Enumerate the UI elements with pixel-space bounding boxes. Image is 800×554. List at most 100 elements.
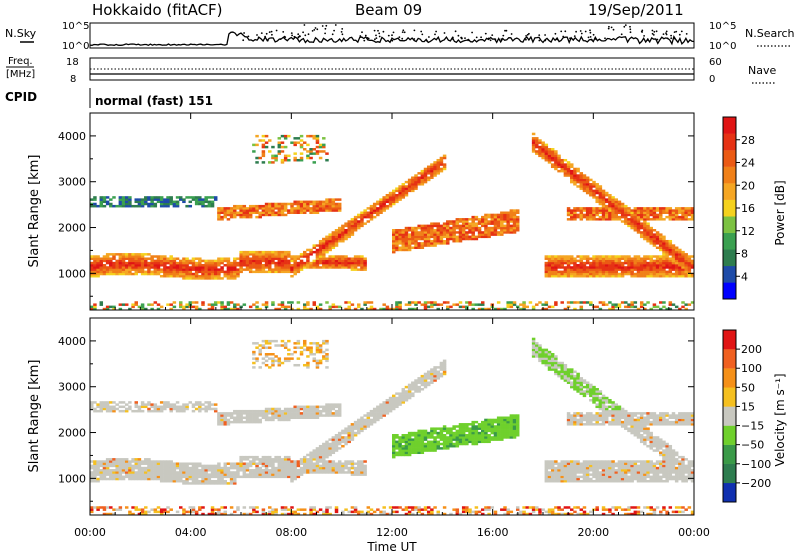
heatmap-cell (455, 224, 460, 228)
heatmap-cell (531, 307, 536, 311)
heatmap-cell (271, 211, 275, 214)
heatmap-cell (630, 259, 634, 263)
heatmap-cell (398, 235, 402, 239)
heatmap-cell (137, 409, 142, 413)
heatmap-cell (407, 180, 412, 184)
heatmap-cell (315, 307, 320, 311)
heatmap-cell (264, 270, 269, 274)
heatmap-cell (147, 464, 151, 468)
heatmap-cell (589, 303, 593, 306)
heatmap-cell (595, 213, 599, 217)
heatmap-cell (220, 506, 224, 509)
heatmap-cell (233, 274, 237, 278)
heatmap-cell (261, 460, 266, 463)
heatmap-cell (503, 224, 507, 228)
heatmap-cell (372, 207, 377, 210)
heatmap-cell (233, 466, 237, 470)
nsearch-point (428, 36, 430, 38)
heatmap-cell (252, 418, 256, 422)
heatmap-cell (493, 222, 498, 225)
heatmap-cell (150, 196, 154, 199)
heatmap-cell (280, 257, 285, 260)
heatmap-cell (662, 246, 666, 250)
heatmap-cell (188, 466, 193, 470)
heatmap-cell (217, 510, 221, 514)
heatmap-cell (566, 163, 571, 166)
heatmap-cell (252, 204, 256, 208)
heatmap-cell (217, 261, 221, 265)
heatmap-cell (102, 204, 107, 208)
heatmap-cell (163, 471, 167, 474)
heatmap-cell (474, 224, 479, 228)
heatmap-cell (163, 473, 167, 476)
heatmap-cell (99, 200, 104, 204)
heatmap-cell (627, 218, 631, 221)
heatmap-cell (236, 207, 240, 210)
heatmap-cell (325, 466, 329, 470)
heatmap-cell (287, 266, 291, 269)
heatmap-cell (306, 466, 310, 470)
heatmap-cell (636, 229, 641, 232)
heatmap-cell (185, 264, 189, 267)
heatmap-cell (179, 405, 183, 409)
heatmap-cell (620, 204, 625, 208)
heatmap-cell (678, 268, 682, 271)
heatmap-cell (668, 266, 673, 269)
heatmap-cell (252, 209, 256, 212)
heatmap-cell (671, 211, 676, 214)
heatmap-cell (268, 418, 272, 422)
heatmap-cell (109, 261, 113, 265)
heatmap-cell (426, 226, 431, 230)
nsearch-point (554, 32, 557, 35)
heatmap-cell (277, 414, 282, 417)
heatmap-cell (140, 257, 145, 260)
heatmap-cell (392, 444, 396, 448)
heatmap-cell (325, 464, 329, 468)
heatmap-cell (163, 274, 167, 278)
heatmap-cell (550, 163, 555, 166)
heatmap-cell (570, 257, 574, 260)
heatmap-cell (614, 215, 619, 219)
heatmap-cell (182, 403, 186, 406)
heatmap-cell (115, 469, 119, 472)
heatmap-cell (611, 274, 615, 278)
heatmap-cell (611, 264, 615, 267)
heatmap-cell (217, 482, 221, 485)
heatmap-cell (258, 353, 262, 356)
heatmap-cell (395, 200, 399, 204)
heatmap-cell (191, 272, 196, 276)
heatmap-cell (134, 204, 138, 208)
heatmap-cell (242, 207, 247, 210)
heatmap-cell (395, 451, 399, 455)
heatmap-cell (90, 272, 94, 276)
heatmap-cell (681, 207, 685, 210)
heatmap-cell (665, 211, 669, 214)
heatmap-cell (306, 209, 310, 212)
heatmap-cell (306, 471, 310, 474)
heatmap-cell (337, 409, 342, 413)
heatmap-cell (493, 213, 498, 217)
heatmap-cell (563, 257, 568, 260)
heatmap-cell (268, 261, 272, 265)
heatmap-cell (674, 211, 679, 214)
heatmap-cell (601, 266, 606, 269)
heatmap-cell (198, 471, 202, 474)
heatmap-cell (550, 255, 555, 258)
heatmap-cell (252, 266, 256, 269)
heatmap-cell (611, 215, 615, 219)
heatmap-cell (182, 200, 186, 204)
heatmap-cell (401, 231, 406, 234)
heatmap-cell (309, 416, 313, 419)
heatmap-cell (287, 407, 291, 411)
heatmap-cell (570, 274, 574, 278)
heatmap-cell (102, 466, 107, 470)
heatmap-cell (426, 239, 431, 243)
heatmap-cell (274, 355, 278, 358)
heatmap-cell (322, 253, 326, 256)
heatmap-cell (150, 409, 154, 413)
heatmap-cell (684, 268, 688, 271)
heatmap-cell (172, 266, 177, 269)
heatmap-cell (433, 224, 437, 228)
heatmap-cell (347, 264, 351, 267)
heatmap-cell (627, 222, 631, 225)
